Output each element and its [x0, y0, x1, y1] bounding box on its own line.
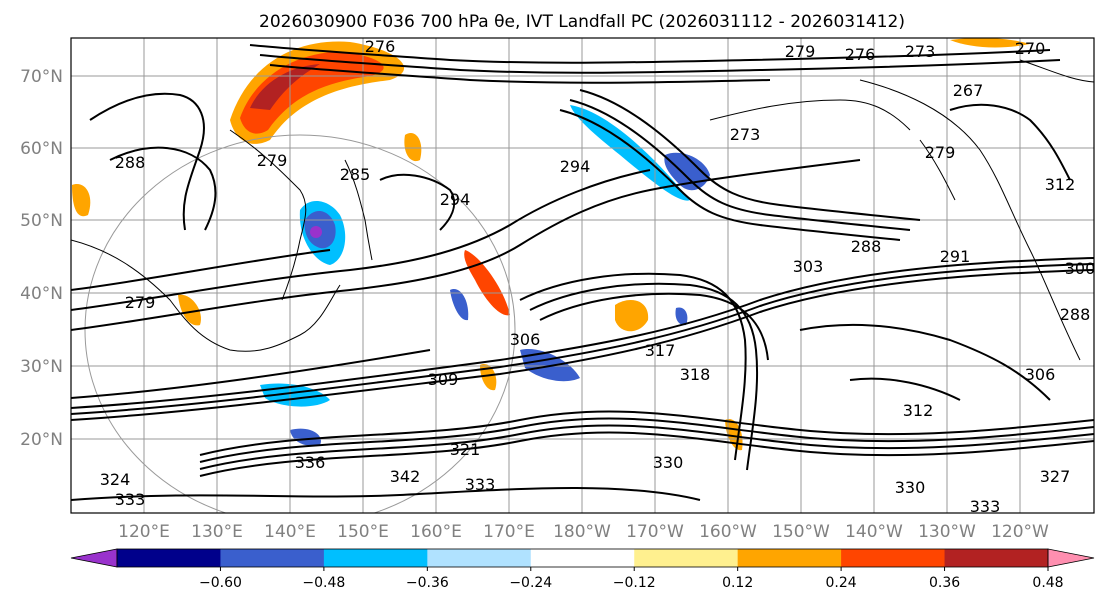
- colorbar-border: [116, 548, 1049, 568]
- lon-tick-label: 140°W: [845, 522, 903, 542]
- lon-tick-label: 120°W: [991, 522, 1049, 542]
- positive-anomaly-shade: [615, 300, 649, 332]
- colorbar-tick-label: −0.48: [302, 575, 345, 591]
- lon-tick-label: 130°W: [918, 522, 976, 542]
- contour-label: 318: [680, 365, 711, 384]
- contour-label: 273: [730, 125, 761, 144]
- contour-label: 306: [1025, 365, 1056, 384]
- lat-tick-label: 20°N: [20, 430, 63, 450]
- contour-label: 317: [645, 341, 676, 360]
- contour-label: 285: [340, 165, 371, 184]
- contour-label: 333: [465, 475, 496, 494]
- colorbar-segment: [220, 549, 325, 567]
- colorbar-segment: [737, 549, 842, 567]
- lon-tick-label: 160°W: [699, 522, 757, 542]
- colorbar-tick-label: −0.24: [509, 575, 552, 591]
- contour-label: 321: [450, 440, 481, 459]
- positive-anomaly-shade: [72, 184, 91, 217]
- negative-anomaly-shade: [450, 289, 469, 321]
- contour-label: 330: [895, 478, 926, 497]
- contour-label: 273: [905, 42, 936, 61]
- contour-label: 279: [925, 143, 956, 162]
- contour-label: 288: [1060, 305, 1091, 324]
- contour-label: 327: [1040, 467, 1071, 486]
- colorbar-extend-high: [1047, 548, 1095, 568]
- chart-title: 2026030900 F036 700 hPa θe, IVT Landfall…: [259, 12, 905, 32]
- theta-e-contours: [71, 44, 1094, 501]
- contour-label: 276: [365, 37, 396, 56]
- lat-tick-label: 70°N: [20, 67, 63, 87]
- longitude-labels: 120°E 130°E 140°E 150°E 160°E 170°E 180°…: [118, 522, 1049, 542]
- colorbar-segment: [530, 549, 635, 567]
- colorbar-tick-label: −0.36: [406, 575, 449, 591]
- lon-tick-label: 150°W: [772, 522, 830, 542]
- colorbar: −0.60 −0.48 −0.36 −0.24 −0.12 0.12 0.24 0.36 0.4…: [70, 548, 1095, 591]
- positive-anomaly-shade: [950, 38, 1030, 48]
- contour-label: 336: [295, 453, 326, 472]
- contour-label: 294: [560, 157, 591, 176]
- lat-tick-label: 40°N: [20, 284, 63, 304]
- contour-label: 276: [845, 45, 876, 64]
- map-frame: [70, 37, 1095, 514]
- positive-anomaly-shade: [404, 132, 422, 162]
- lat-tick-label: 30°N: [20, 357, 63, 377]
- contour-label: 279: [257, 151, 288, 170]
- colorbar-tick-label: −0.12: [613, 575, 656, 591]
- negative-anomaly-shade: [310, 226, 322, 238]
- positive-anomaly-shade: [480, 364, 497, 391]
- colorbar-tick-label: 0.48: [1032, 575, 1063, 591]
- contour-label: 288: [115, 153, 146, 172]
- contour-label: 279: [785, 42, 816, 61]
- contour-label: 312: [903, 401, 934, 420]
- contour-label: 288: [851, 237, 882, 256]
- colorbar-tick-label: 0.12: [722, 575, 753, 591]
- lon-tick-label: 150°E: [337, 522, 389, 542]
- coastlines: [71, 59, 1094, 361]
- lon-tick-label: 180°W: [553, 522, 611, 542]
- contour-label: 330: [653, 453, 684, 472]
- colorbar-tick-label: −0.60: [199, 575, 242, 591]
- contour-label: 333: [970, 497, 1001, 516]
- lon-tick-label: 170°E: [483, 522, 535, 542]
- colorbar-segment: [841, 549, 946, 567]
- colorbar-segment: [427, 549, 532, 567]
- positive-anomaly-shade: [178, 294, 201, 326]
- contour-label: 342: [390, 467, 421, 486]
- contour-label: 294: [440, 190, 471, 209]
- colorbar-segment: [634, 549, 739, 567]
- colorbar-tick-label: 0.36: [929, 575, 960, 591]
- lat-tick-label: 50°N: [20, 211, 63, 231]
- colorbar-segment: [944, 549, 1049, 567]
- colorbar-extend-low: [70, 548, 118, 568]
- lon-tick-label: 170°W: [626, 522, 684, 542]
- contour-label: 270: [1015, 39, 1046, 58]
- negative-anomaly-shade: [290, 428, 321, 446]
- contour-label: 324: [100, 470, 131, 489]
- contour-label: 312: [1045, 175, 1076, 194]
- contour-label: 279: [125, 293, 156, 312]
- negative-anomaly-shade: [570, 105, 690, 201]
- contour-label: 300: [1065, 259, 1096, 278]
- contour-label: 333: [115, 490, 146, 509]
- contour-label: 309: [428, 370, 459, 389]
- contour-label: 303: [793, 257, 824, 276]
- lon-tick-label: 130°E: [191, 522, 243, 542]
- contour-label: 267: [953, 81, 984, 100]
- lon-tick-label: 120°E: [118, 522, 170, 542]
- latitude-labels: 20°N 30°N 40°N 50°N 60°N 70°N: [20, 67, 63, 450]
- lon-tick-label: 160°E: [410, 522, 462, 542]
- lat-tick-label: 60°N: [20, 139, 63, 159]
- contour-label: 291: [940, 247, 971, 266]
- negative-anomaly-shade: [675, 307, 688, 326]
- colorbar-segment: [323, 549, 428, 567]
- contour-label: 306: [510, 330, 541, 349]
- lon-tick-label: 140°E: [264, 522, 316, 542]
- colorbar-tick-label: 0.24: [826, 575, 857, 591]
- contour-labels: 276 279 276 273 270 267 273 279 288 294 …: [100, 37, 1096, 516]
- colorbar-segment: [117, 549, 221, 567]
